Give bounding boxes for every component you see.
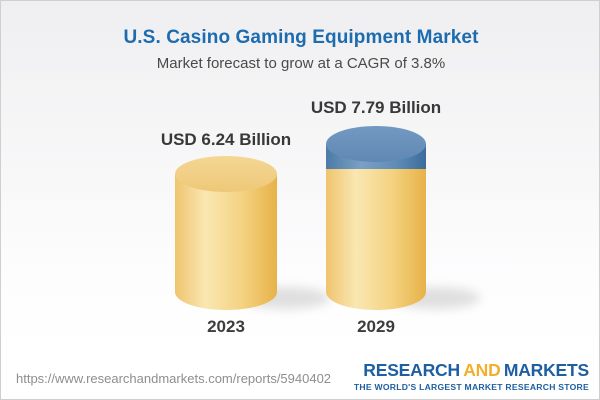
logo-wordmark: RESEARCH AND MARKETS (354, 360, 589, 380)
category-label-2023: 2023 (207, 317, 245, 336)
value-label-2023: USD 6.24 Billion (160, 130, 292, 149)
value-label-2029: USD 7.79 Billion (310, 98, 442, 117)
logo-word-research: RESEARCH (363, 360, 460, 380)
logo-word-markets: MARKETS (503, 360, 589, 380)
cylinder-2029 (326, 126, 426, 310)
report-url: https://www.researchandmarkets.com/repor… (16, 371, 332, 386)
logo-word-and: AND (463, 360, 501, 380)
page-subtitle: Market forecast to grow at a CAGR of 3.8… (156, 55, 446, 72)
category-label-2029: 2029 (357, 317, 395, 336)
logo-tagline: THE WORLD'S LARGEST MARKET RESEARCH STOR… (353, 381, 589, 392)
page-title: U.S. Casino Gaming Equipment Market (123, 27, 479, 48)
base-segment-2029 (326, 169, 426, 292)
cylinder-2023 (175, 156, 277, 310)
research-and-markets-logo: RESEARCH AND MARKETS THE WORLD'S LARGEST… (353, 360, 589, 392)
